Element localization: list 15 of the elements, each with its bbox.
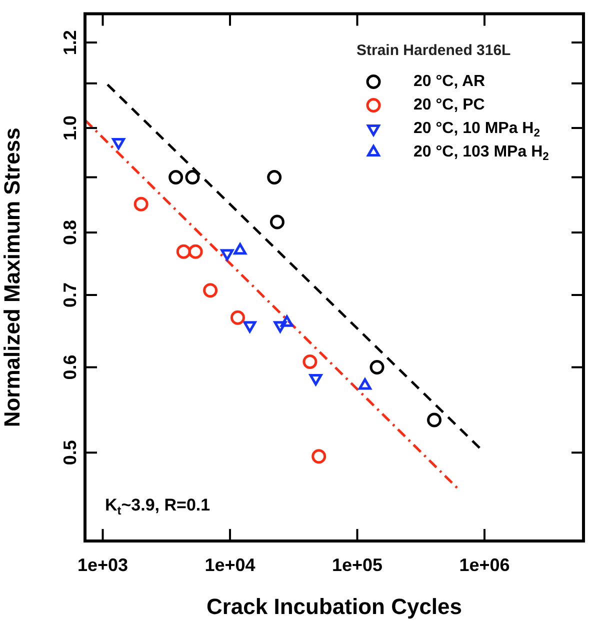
x-tick-label: 1e+04 [204,554,256,575]
y-tick-label: 1.2 [60,30,80,56]
y-tick-label: 0.7 [60,282,80,308]
x-tick-label: 1e+03 [77,554,128,575]
x-tick-label: 1e+05 [332,554,383,575]
legend-title: Strain Hardened 316L [356,42,511,59]
legend-label: 20 °C, PC [414,96,486,114]
y-axis-title: Normalized Maximum Stress [0,128,24,428]
y-tick-label: 1.0 [60,115,80,140]
y-tick-label: 0.6 [60,354,80,380]
legend-label: 20 °C, AR [414,73,486,90]
x-tick-label: 1e+06 [459,554,510,575]
y-tick-label: 0.8 [60,220,80,245]
x-axis-title: Crack Incubation Cycles [206,594,462,619]
y-tick-label: 0.5 [60,440,80,466]
